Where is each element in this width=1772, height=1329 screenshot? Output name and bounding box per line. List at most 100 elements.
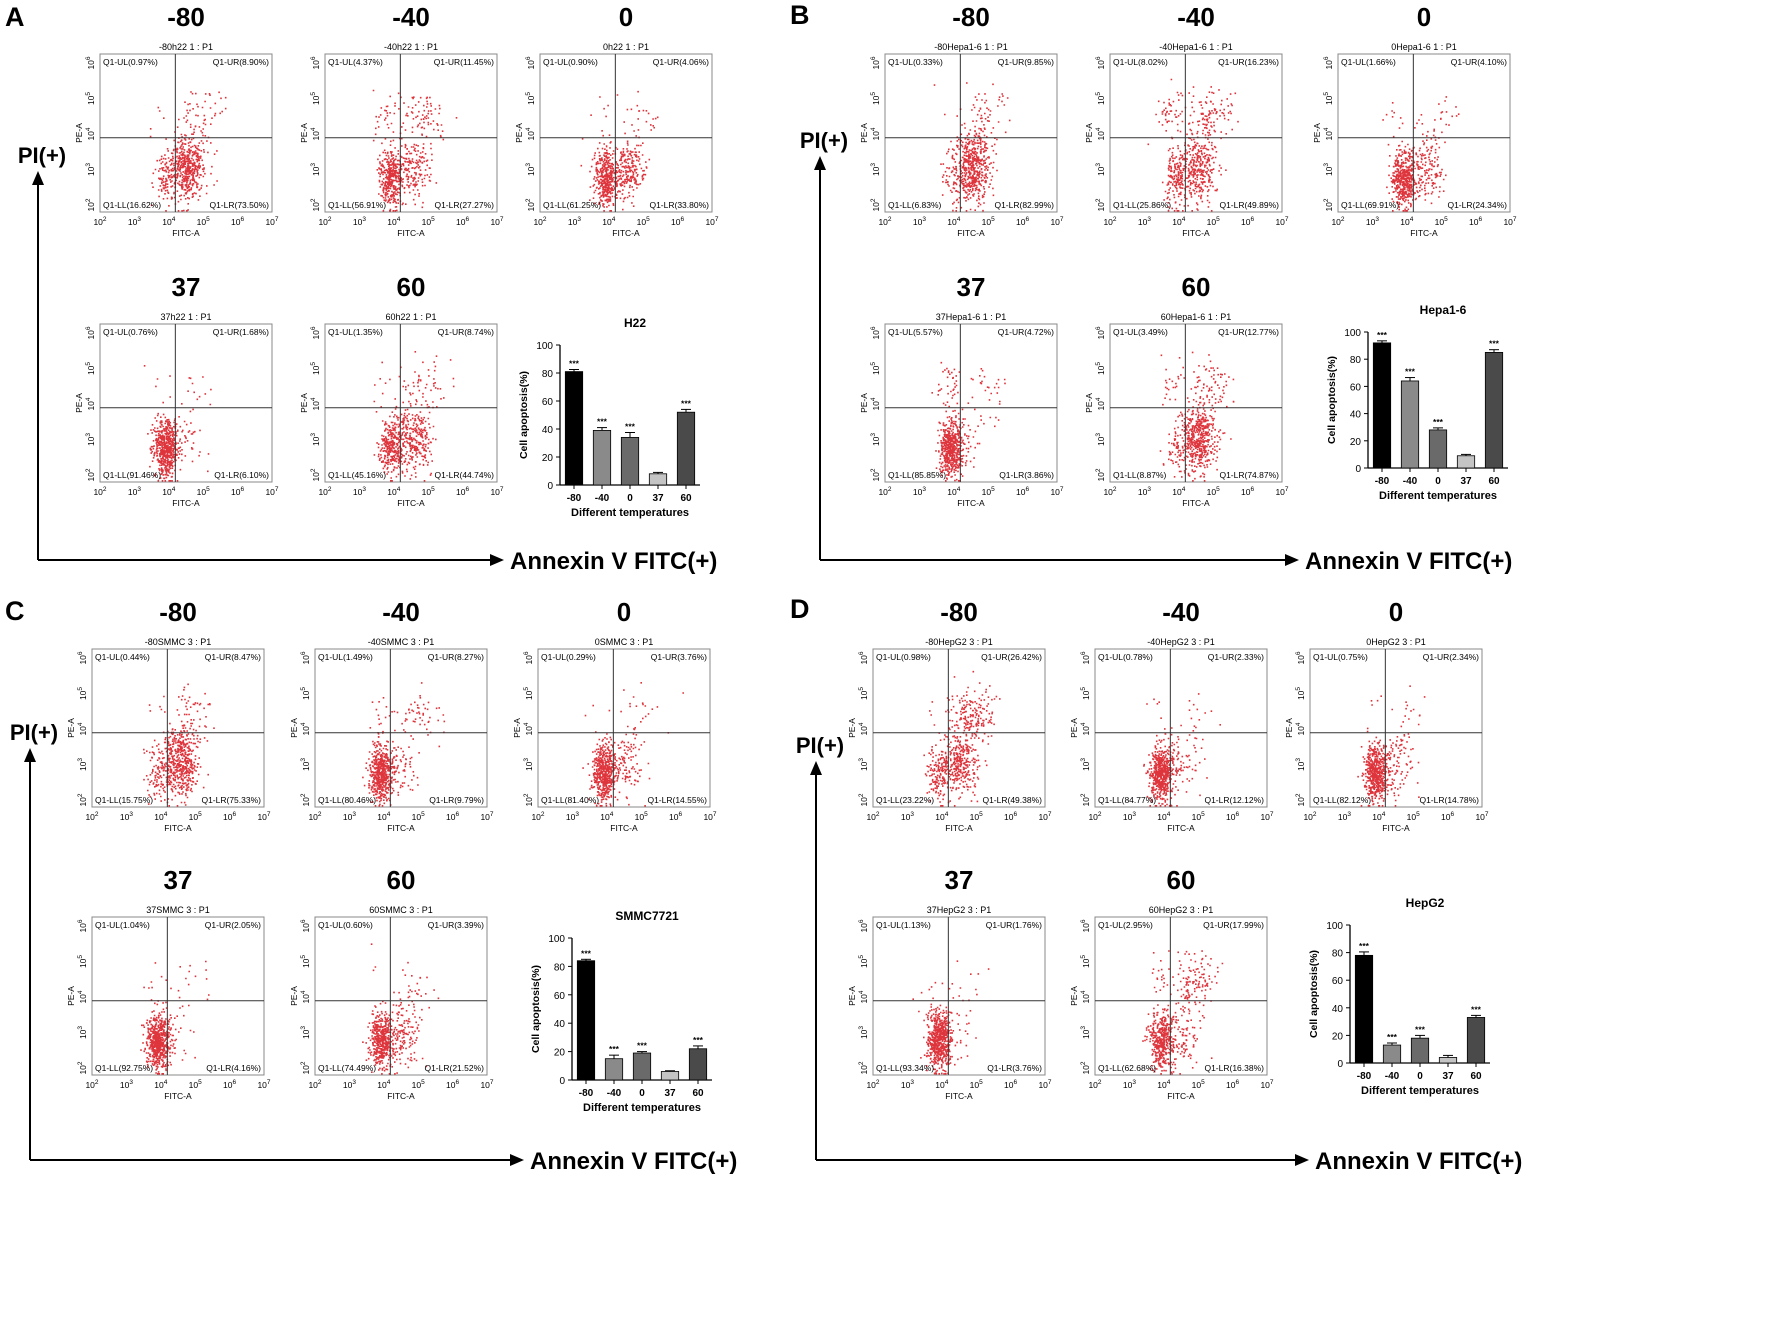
x-tick-label: 106 (1241, 486, 1254, 497)
x-tick-label: 103 (1138, 486, 1151, 497)
x-tick-label: 104 (377, 811, 390, 822)
bar-0 (1428, 429, 1448, 469)
temperature-heading: -80 (167, 2, 205, 32)
x-tick-label: 102 (1088, 811, 1101, 822)
flow-plot: -40 -40HepG2 3 : P1 Q1-UL(0.78%) Q1-UR(2.33… (1069, 597, 1274, 833)
x-tick-label: 107 (257, 1079, 270, 1090)
x-axis-label: FITC-A (387, 1091, 415, 1101)
y-tick-label: 0 (1355, 464, 1361, 475)
x-tick-label: 102 (1088, 1079, 1101, 1090)
significance-marker: *** (625, 422, 636, 432)
y-axis-label: PE-A (514, 123, 524, 143)
quadrant-lr-label: Q1-LR(12.12%) (1204, 795, 1264, 805)
y-tick-label: 103 (310, 163, 321, 176)
x-tick-label: 60 (1470, 1071, 1482, 1082)
x-tick-label: 106 (231, 216, 244, 227)
x-tick-label: 106 (446, 1079, 459, 1090)
x-tick-label: 107 (1275, 486, 1288, 497)
flow-plot-title: 0HepG2 3 : P1 (1366, 637, 1426, 647)
x-axis-label: FITC-A (172, 498, 200, 508)
x-tick-label: 107 (1275, 216, 1288, 227)
y-tick-label: 103 (300, 1026, 311, 1039)
quadrant-ll-label: Q1-LL(23.22%) (876, 795, 934, 805)
y-tick-label: 60 (1332, 976, 1344, 987)
y-axis-label: PE-A (512, 718, 522, 738)
annexin-arrow-head (510, 1154, 524, 1166)
quadrant-ur-label: Q1-UR(4.06%) (653, 57, 709, 67)
quadrant-ul-label: Q1-UL(0.29%) (541, 652, 596, 662)
quadrant-lr-label: Q1-LR(82.99%) (994, 200, 1054, 210)
flow-plot-title: 37h22 1 : P1 (160, 312, 211, 322)
y-tick-label: 104 (1080, 990, 1091, 1003)
quadrant-ur-label: Q1-UR(2.34%) (1423, 652, 1479, 662)
x-tick-label: 107 (1475, 811, 1488, 822)
temperature-heading: 0 (1417, 2, 1431, 32)
y-tick-label: 105 (77, 955, 88, 968)
y-tick-label: 104 (1323, 127, 1334, 140)
x-tick-label: 107 (1260, 1079, 1273, 1090)
x-tick-label: 103 (353, 216, 366, 227)
flow-plot-title: -80SMMC 3 : P1 (145, 637, 212, 647)
x-tick-label: 105 (970, 811, 983, 822)
x-tick-label: -80 (579, 1088, 594, 1099)
x-tick-label: 103 (120, 1079, 133, 1090)
quadrant-lr-label: Q1-LR(49.89%) (1219, 200, 1279, 210)
y-tick-label: 102 (300, 793, 311, 806)
x-tick-label: 103 (343, 811, 356, 822)
x-tick-label: 105 (189, 811, 202, 822)
quadrant-ur-label: Q1-UR(4.72%) (998, 327, 1054, 337)
x-tick-label: 103 (913, 216, 926, 227)
flow-plot-title: 37HepG2 3 : P1 (927, 905, 992, 915)
y-tick-label: 103 (1080, 758, 1091, 771)
bar--80 (576, 960, 596, 1081)
y-tick-label: 100 (548, 934, 565, 945)
flow-plot-title: -80Hepa1-6 1 : P1 (934, 42, 1008, 52)
flow-plot: 37 37SMMC 3 : P1 Q1-UL(1.04%) Q1-UR(2.05%) Q… (66, 865, 271, 1101)
quadrant-ul-label: Q1-UL(1.66%) (1341, 57, 1396, 67)
x-tick-label: 107 (1038, 1079, 1051, 1090)
quadrant-ll-label: Q1-LL(15.75%) (95, 795, 153, 805)
plot-frame (99, 53, 273, 213)
x-tick-label: 104 (1157, 811, 1170, 822)
x-tick-label: 105 (1192, 811, 1205, 822)
significance-marker: *** (681, 398, 692, 408)
flow-plot-title: 60HepG2 3 : P1 (1149, 905, 1214, 915)
quadrant-ur-label: Q1-UR(8.74%) (438, 327, 494, 337)
y-tick-label: 105 (300, 687, 311, 700)
x-tick-label: 60 (680, 493, 692, 504)
quadrant-ll-label: Q1-LL(8.87%) (1113, 470, 1167, 480)
y-tick-label: 106 (310, 326, 321, 339)
x-tick-label: 103 (128, 216, 141, 227)
scatter-events (931, 361, 1006, 482)
quadrant-ll-label: Q1-LL(81.40%) (541, 795, 599, 805)
y-tick-label: 102 (1080, 793, 1091, 806)
bar-0 (632, 1052, 652, 1081)
x-tick-label: 102 (318, 486, 331, 497)
quadrant-lr-label: Q1-LR(3.86%) (999, 470, 1054, 480)
y-tick-label: 105 (300, 955, 311, 968)
x-tick-label: 107 (1260, 811, 1273, 822)
quadrant-ur-label: Q1-UR(2.05%) (205, 920, 261, 930)
y-tick-label: 60 (554, 991, 566, 1002)
x-tick-label: 60 (692, 1088, 704, 1099)
x-tick-label: 102 (878, 216, 891, 227)
x-tick-label: 104 (935, 1079, 948, 1090)
x-axis-label: FITC-A (164, 823, 192, 833)
y-tick-label: 105 (77, 687, 88, 700)
scatter-events (149, 91, 227, 212)
quadrant-ll-label: Q1-LL(6.83%) (888, 200, 942, 210)
x-tick-label: 103 (120, 811, 133, 822)
x-axis-label: FITC-A (1382, 823, 1410, 833)
x-tick-label: 102 (1331, 216, 1344, 227)
pi-axis-label: PI(+) (10, 720, 58, 745)
x-tick-label: 105 (982, 486, 995, 497)
x-tick-label: 104 (947, 486, 960, 497)
panel-letter-B: B (790, 0, 810, 30)
quadrant-lr-label: Q1-LR(33.80%) (649, 200, 709, 210)
panel-letter-A: A (5, 2, 25, 32)
x-axis-title: Different temperatures (571, 507, 689, 519)
y-tick-label: 105 (523, 687, 534, 700)
x-tick-label: 104 (387, 216, 400, 227)
x-tick-label: -40 (1385, 1071, 1400, 1082)
